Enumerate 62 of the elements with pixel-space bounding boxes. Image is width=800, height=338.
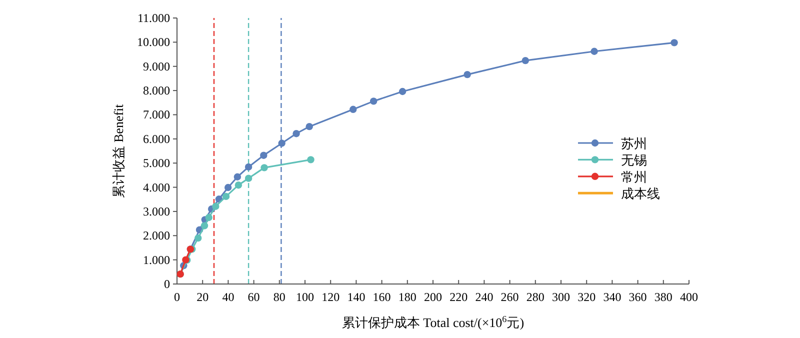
- y-tick-label: 1.000: [143, 252, 170, 267]
- x-tick-label: 40: [222, 290, 234, 304]
- y-tick-label: 6.000: [143, 132, 170, 146]
- y-tick-label: 4.000: [143, 180, 170, 194]
- point: [234, 181, 242, 189]
- point: [370, 98, 378, 105]
- x-tick-label: 240: [475, 290, 494, 304]
- x-tick-label: 280: [526, 290, 544, 304]
- point: [292, 130, 300, 138]
- point: [307, 156, 314, 164]
- x-tick-label: 140: [347, 290, 366, 304]
- point: [278, 140, 286, 147]
- x-tick-label: 120: [322, 290, 340, 304]
- x-tick-label: 360: [628, 290, 647, 304]
- point: [244, 174, 252, 182]
- point: [590, 48, 598, 55]
- y-tick-label: 3.000: [143, 204, 170, 218]
- x-axis-title: 累计保护成本 Total cost/(×10$^{6}$元): [342, 314, 524, 330]
- x-tick-label: 380: [654, 290, 672, 304]
- point: [244, 163, 252, 171]
- x-tick-label: 80: [273, 290, 286, 304]
- x-tick-label: 220: [450, 290, 468, 304]
- x-tick-label: 200: [424, 290, 442, 304]
- legend-label: 常州: [621, 169, 647, 184]
- point: [350, 106, 357, 114]
- point: [260, 152, 268, 159]
- point: [194, 234, 202, 242]
- x-tick-label: 180: [398, 290, 416, 304]
- y-tick-label: 5.000: [143, 156, 170, 170]
- y-tick-label: 2.000: [143, 228, 170, 243]
- y-tick-label: 8.000: [143, 84, 170, 98]
- x-tick-label: 260: [500, 290, 519, 304]
- legend-label: 成本线: [621, 186, 660, 202]
- point: [224, 184, 232, 192]
- y-tick-label: 11.000: [137, 11, 170, 25]
- legend-label: 苏州: [621, 136, 647, 151]
- y-tick-label: 0: [164, 277, 170, 291]
- point: [522, 56, 530, 64]
- point: [464, 70, 471, 78]
- point: [670, 39, 678, 46]
- y-axis-title: 累计收益 Benefit: [111, 104, 126, 198]
- point: [205, 214, 212, 222]
- point: [306, 122, 313, 130]
- x-tick-label: 400: [680, 290, 698, 304]
- point: [398, 88, 406, 96]
- x-tick-label: 0: [174, 290, 180, 304]
- x-tick-label: 60: [248, 290, 260, 304]
- y-tick-label: 10.000: [137, 35, 170, 50]
- legend-label: 无锡: [621, 152, 647, 168]
- point: [212, 202, 220, 210]
- point: [200, 222, 208, 230]
- x-tick-label: 160: [372, 290, 391, 304]
- y-tick-label: 9.000: [143, 59, 170, 74]
- x-tick-label: 100: [296, 290, 314, 304]
- y-tick-label: 7.000: [143, 108, 170, 122]
- x-tick-label: 320: [578, 290, 596, 304]
- x-tick-label: 300: [552, 290, 570, 304]
- point: [234, 173, 242, 180]
- x-tick-label: 340: [603, 290, 622, 304]
- point: [222, 192, 230, 200]
- point: [260, 164, 268, 172]
- x-tick-label: 20: [196, 290, 209, 304]
